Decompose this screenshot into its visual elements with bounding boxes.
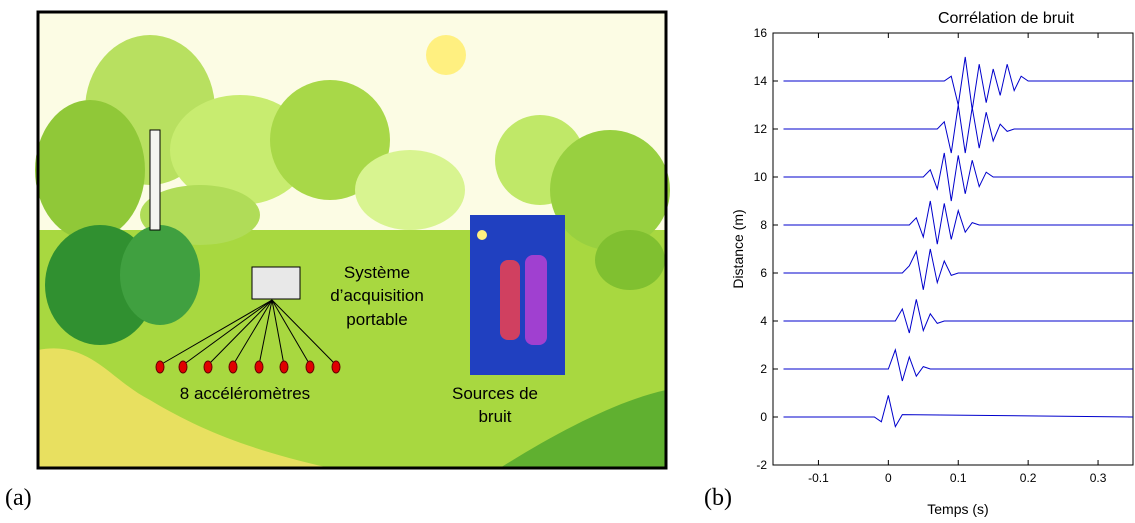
label: portable xyxy=(346,310,407,329)
label: 8 accéléromètres xyxy=(180,384,310,403)
panel-label: (a) xyxy=(5,485,32,511)
x-tick-label: 0.2 xyxy=(1020,471,1037,485)
label: Système xyxy=(344,263,410,282)
label: d’acquisition xyxy=(330,286,424,305)
plot-area xyxy=(773,33,1133,465)
x-tick-label: 0.3 xyxy=(1090,471,1107,485)
y-tick-label: 12 xyxy=(754,122,768,136)
y-tick-label: 6 xyxy=(760,266,767,280)
y-tick-label: -2 xyxy=(756,458,767,472)
y-tick-label: 8 xyxy=(760,218,767,232)
y-tick-label: 2 xyxy=(760,362,767,376)
sun xyxy=(426,35,466,75)
panel-label: (b) xyxy=(704,485,732,511)
y-tick-label: 10 xyxy=(754,170,768,184)
illustration: Système d’acquisition portable 8 accélér… xyxy=(35,12,670,468)
label: Sources de xyxy=(452,384,538,403)
y-tick-label: 16 xyxy=(754,26,768,40)
x-tick-label: 0 xyxy=(885,471,892,485)
label: bruit xyxy=(478,407,511,426)
y-tick-label: 4 xyxy=(760,314,767,328)
chart-title: Corrélation de bruit xyxy=(938,10,1075,27)
chart: Corrélation de bruit Temps (s) Distance … xyxy=(730,10,1133,517)
y-tick-label: 14 xyxy=(754,74,768,88)
figure: Système d’acquisition portable 8 accélér… xyxy=(0,0,1135,523)
y-axis-label: Distance (m) xyxy=(730,209,746,288)
x-tick-label: -0.1 xyxy=(808,471,829,485)
acquisition-device xyxy=(252,267,300,299)
y-tick-label: 0 xyxy=(760,410,767,424)
x-axis-label: Temps (s) xyxy=(927,501,988,517)
x-tick-label: 0.1 xyxy=(950,471,967,485)
